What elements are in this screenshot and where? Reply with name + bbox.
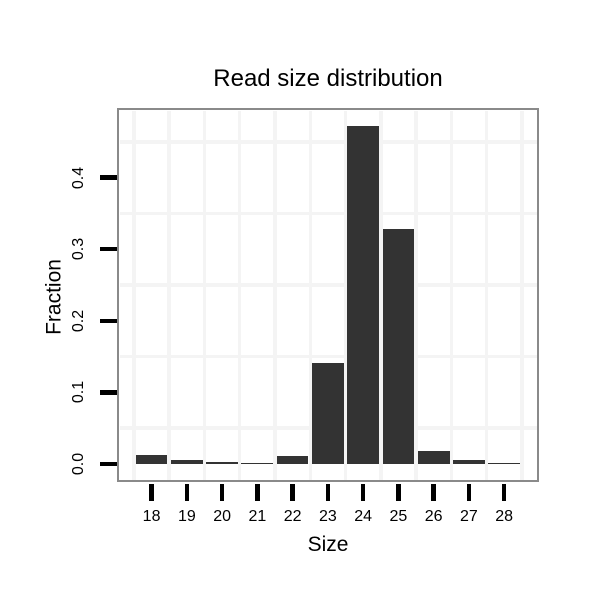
bar	[276, 456, 309, 464]
gridline-vertical	[414, 110, 418, 480]
y-tick-label: 0.1	[70, 381, 87, 404]
bar	[453, 459, 485, 464]
x-tick-mark	[325, 483, 331, 501]
y-tick-mark	[100, 461, 117, 467]
y-tick-mark	[100, 318, 117, 324]
x-tick-label: 24	[354, 508, 373, 525]
bar	[135, 455, 168, 464]
x-tick-label: 28	[495, 508, 514, 525]
x-tick-mark	[466, 483, 472, 501]
bar	[417, 451, 450, 464]
gridline-vertical	[237, 110, 242, 480]
x-tick-mark	[396, 483, 401, 501]
gridline-vertical	[202, 110, 207, 480]
bar	[347, 126, 379, 464]
gridline-vertical	[273, 110, 277, 480]
gridline-vertical	[379, 110, 383, 480]
y-tick-label: 0.2	[70, 309, 87, 332]
x-tick-label: 25	[389, 508, 408, 525]
x-tick-mark	[290, 483, 295, 501]
x-tick-label: 23	[318, 508, 337, 525]
y-tick-mark	[100, 175, 117, 180]
gridline-vertical	[484, 110, 489, 480]
x-tick-mark	[219, 483, 225, 501]
x-tick-mark	[149, 483, 154, 501]
gridline-horizontal	[119, 211, 537, 216]
x-tick-mark	[255, 483, 260, 501]
y-tick-label: 0.0	[70, 452, 87, 476]
y-tick-label: 0.3	[70, 238, 87, 261]
x-tick-label: 27	[460, 508, 478, 525]
x-tick-label: 19	[177, 508, 196, 525]
x-tick-label: 26	[424, 508, 443, 525]
gridline-vertical	[132, 110, 136, 480]
gridline-vertical	[308, 110, 312, 480]
x-tick-label: 20	[213, 508, 231, 525]
bar	[170, 460, 203, 464]
bar	[206, 461, 238, 464]
bar	[241, 462, 274, 464]
x-tick-label: 21	[248, 508, 267, 525]
bar	[382, 229, 415, 464]
x-tick-mark	[360, 483, 366, 501]
gridline-horizontal	[119, 283, 537, 287]
bar	[312, 363, 344, 464]
gridline-vertical	[520, 110, 524, 480]
x-tick-label: 18	[142, 508, 161, 525]
y-tick-mark	[100, 246, 117, 252]
x-tick-mark	[431, 483, 436, 501]
gridline-horizontal	[119, 354, 537, 359]
gridline-horizontal	[119, 140, 537, 144]
y-axis-title: Fraction	[42, 259, 66, 335]
plot-area	[119, 110, 537, 480]
chart-title: Read size distribution	[213, 65, 443, 92]
y-tick-label: 0.4	[70, 166, 87, 189]
x-axis-title: Size	[307, 533, 349, 556]
x-tick-mark	[184, 483, 190, 501]
gridline-vertical	[343, 110, 348, 480]
x-tick-mark	[501, 483, 507, 501]
y-tick-mark	[100, 390, 117, 395]
gridline-vertical	[449, 110, 454, 480]
x-tick-label: 22	[283, 508, 302, 525]
gridline-vertical	[167, 110, 171, 480]
bar	[488, 462, 521, 464]
